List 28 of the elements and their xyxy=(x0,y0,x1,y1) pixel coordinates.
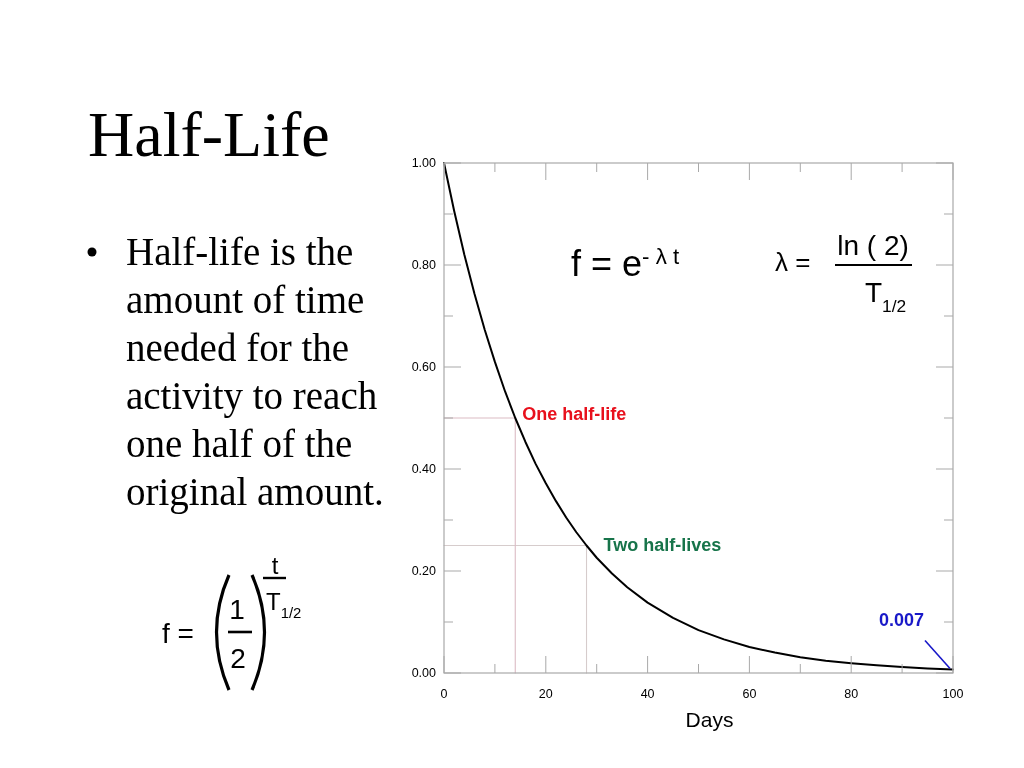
x-tick-label: 80 xyxy=(844,687,859,701)
annotation: One half-life xyxy=(522,403,627,424)
x-tick-label: 60 xyxy=(742,687,757,701)
y-tick-label: 0.00 xyxy=(411,666,437,681)
x-axis-title: Days xyxy=(685,708,734,731)
y-tick-label: 0.40 xyxy=(411,462,437,477)
x-tick-label: 20 xyxy=(538,687,553,701)
annotation: T$_{1/2}$ xyxy=(865,277,907,316)
text: Half-life is the amount of time needed for the activity to reach one half of the original amount. xyxy=(126,230,384,514)
text: f = xyxy=(162,618,194,649)
x-tick-label: 100 xyxy=(942,687,964,701)
y-tick-label: 1.00 xyxy=(411,156,437,171)
annotation: f = e$^{- λ t}$ xyxy=(571,243,681,284)
text: 2 xyxy=(230,643,246,674)
x-tick-label: 0 xyxy=(440,687,448,701)
annotation: λ = xyxy=(775,247,811,277)
text: t xyxy=(271,552,279,579)
annotation: 0.007 xyxy=(878,610,924,631)
annotation: Two half-lives xyxy=(603,534,722,555)
text: T$_{1/2}$ xyxy=(266,588,302,621)
x-tick-label: 40 xyxy=(640,687,655,701)
chart-title: Half-Life xyxy=(88,99,330,170)
y-tick-label: 0.80 xyxy=(411,258,437,273)
y-tick-label: 0.20 xyxy=(411,564,437,579)
text: 1 xyxy=(229,594,245,625)
y-tick-label: 0.60 xyxy=(411,360,437,375)
line-series xyxy=(443,162,954,671)
annotation: ln ( 2) xyxy=(837,230,909,261)
